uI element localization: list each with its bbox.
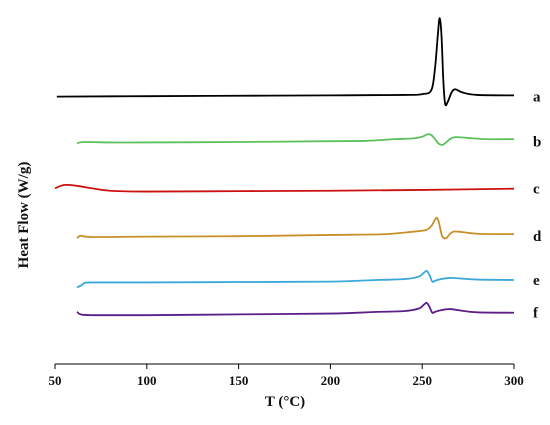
series-line-f [76, 301, 515, 317]
x-axis-title: T (°C) [265, 394, 305, 410]
series-label-e: e [533, 273, 540, 289]
x-tick-label: 150 [229, 373, 249, 388]
curve-labels-group: a b c d e f [533, 90, 542, 322]
series-line-c [54, 183, 515, 193]
x-tick-label: 50 [49, 373, 62, 388]
x-tick-label: 200 [321, 373, 341, 388]
y-axis-title: Heat Flow (W/g) [16, 162, 32, 269]
series-label-f: f [533, 306, 539, 322]
x-tick-label: 250 [412, 373, 432, 388]
series-label-a: a [533, 90, 541, 106]
x-ticks-group: 50 100 150 200 250 300 [49, 364, 524, 388]
series-label-c: c [533, 181, 540, 197]
curves-group [54, 17, 515, 317]
x-tick-label: 300 [504, 373, 524, 388]
series-line-b [76, 133, 515, 146]
series-label-b: b [533, 135, 541, 151]
series-line-e [76, 269, 515, 289]
series-line-a [56, 17, 515, 107]
x-tick-label: 100 [137, 373, 157, 388]
series-line-d [76, 216, 515, 240]
series-label-d: d [533, 229, 542, 245]
